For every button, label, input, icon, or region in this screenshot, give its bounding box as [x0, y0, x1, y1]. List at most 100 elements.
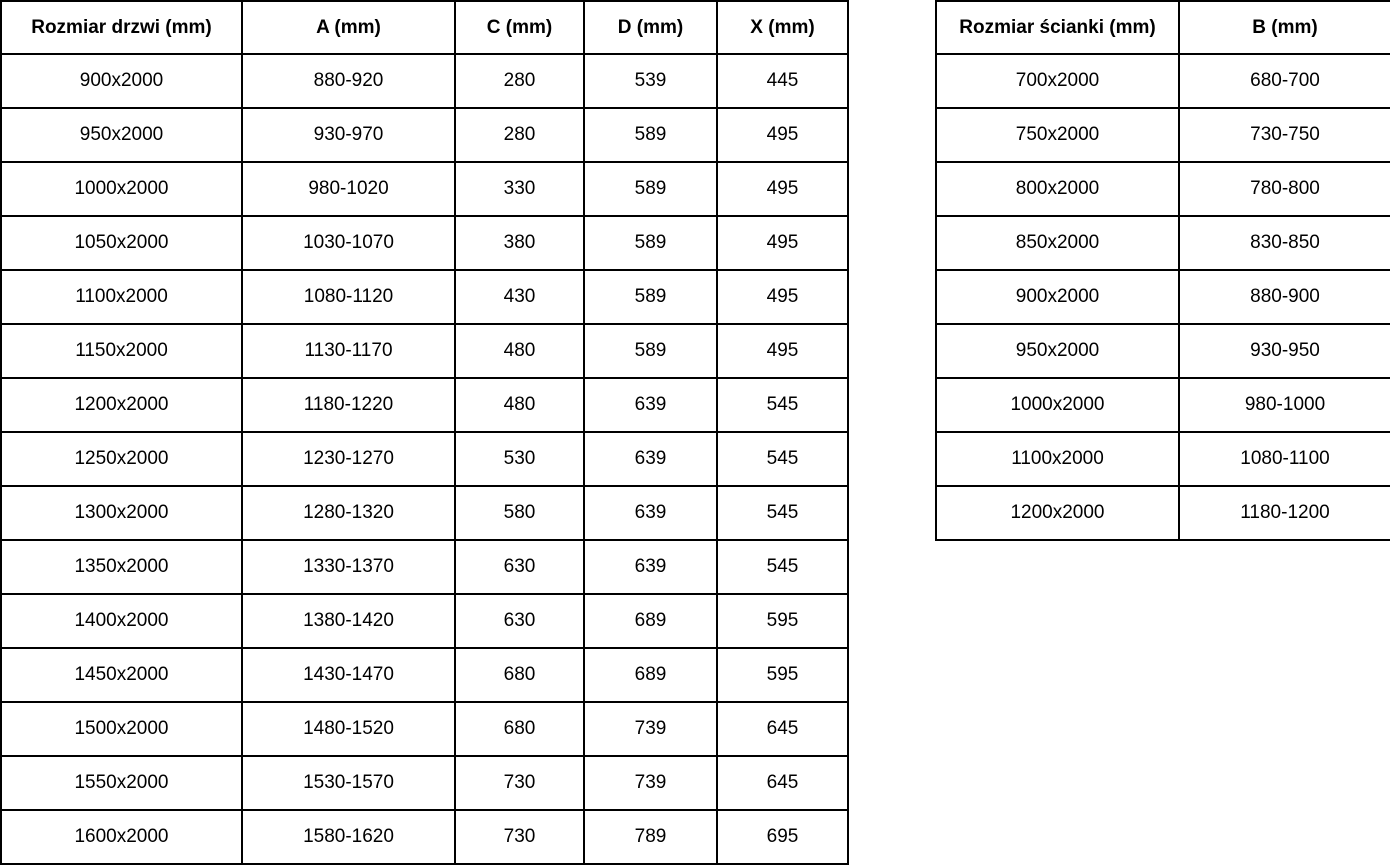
- table-cell: 589: [583, 323, 718, 379]
- table-row: 1500x2000 1480-1520 680 739 645: [0, 701, 849, 757]
- table-row: 750x2000 730-750: [935, 107, 1390, 163]
- table-cell: 1080-1120: [241, 269, 456, 325]
- table-cell: 780-800: [1178, 161, 1390, 217]
- table-cell: 639: [583, 377, 718, 433]
- table-cell: 380: [454, 215, 585, 271]
- table-cell: 1180-1200: [1178, 485, 1390, 541]
- table-cell: 930-950: [1178, 323, 1390, 379]
- table-cell: 1500x2000: [0, 701, 243, 757]
- table-cell: 900x2000: [0, 53, 243, 109]
- table-cell: 695: [716, 809, 849, 865]
- table-cell: 1180-1220: [241, 377, 456, 433]
- table-cell: 1300x2000: [0, 485, 243, 541]
- wall-sizes-table-header: Rozmiar ścianki (mm) B (mm): [935, 0, 1390, 55]
- table-cell: 1400x2000: [0, 593, 243, 649]
- table-cell: 580: [454, 485, 585, 541]
- table-cell: 530: [454, 431, 585, 487]
- table-row: 1300x2000 1280-1320 580 639 545: [0, 485, 849, 541]
- table-cell: 830-850: [1178, 215, 1390, 271]
- table-row: 1550x2000 1530-1570 730 739 645: [0, 755, 849, 811]
- table-cell: 680: [454, 701, 585, 757]
- table-cell: 1580-1620: [241, 809, 456, 865]
- table-cell: 639: [583, 431, 718, 487]
- table-cell: 700x2000: [935, 53, 1180, 109]
- table-cell: 1530-1570: [241, 755, 456, 811]
- table-cell: 950x2000: [935, 323, 1180, 379]
- table-cell: 750x2000: [935, 107, 1180, 163]
- table-row: 1100x2000 1080-1120 430 589 495: [0, 269, 849, 325]
- table-cell: 1330-1370: [241, 539, 456, 595]
- table-cell: 430: [454, 269, 585, 325]
- table-cell: 789: [583, 809, 718, 865]
- table-cell: 1550x2000: [0, 755, 243, 811]
- table-cell: 739: [583, 701, 718, 757]
- door-sizes-table-body: 900x2000 880-920 280 539 445 950x2000 930-970 2…: [0, 53, 849, 865]
- table-cell: 1000x2000: [935, 377, 1180, 433]
- table-cell: 545: [716, 431, 849, 487]
- table-row: 1000x2000 980-1020 330 589 495: [0, 161, 849, 217]
- table-row: 1450x2000 1430-1470 680 689 595: [0, 647, 849, 703]
- wall-sizes-table: Rozmiar ścianki (mm) B (mm) 700x2000 680-…: [935, 0, 1390, 541]
- table-cell: 645: [716, 701, 849, 757]
- table-cell: 680-700: [1178, 53, 1390, 109]
- table-cell: 1380-1420: [241, 593, 456, 649]
- table-cell: 930-970: [241, 107, 456, 163]
- table-cell: 900x2000: [935, 269, 1180, 325]
- table-cell: 495: [716, 161, 849, 217]
- table-cell: 1080-1100: [1178, 431, 1390, 487]
- table-cell: 630: [454, 539, 585, 595]
- table-cell: 689: [583, 593, 718, 649]
- table-row: 1000x2000 980-1000: [935, 377, 1390, 433]
- table-cell: 1000x2000: [0, 161, 243, 217]
- column-header-d: D (mm): [583, 0, 718, 55]
- table-row: 1350x2000 1330-1370 630 639 545: [0, 539, 849, 595]
- table-cell: 689: [583, 647, 718, 703]
- table-cell: 495: [716, 323, 849, 379]
- table-cell: 280: [454, 53, 585, 109]
- table-cell: 480: [454, 377, 585, 433]
- table-row: 950x2000 930-950: [935, 323, 1390, 379]
- table-cell: 330: [454, 161, 585, 217]
- column-header-rozmiar-drzwi: Rozmiar drzwi (mm): [0, 0, 243, 55]
- table-cell: 980-1000: [1178, 377, 1390, 433]
- table-cell: 595: [716, 647, 849, 703]
- column-header-x: X (mm): [716, 0, 849, 55]
- table-cell: 730: [454, 755, 585, 811]
- table-cell: 1430-1470: [241, 647, 456, 703]
- table-cell: 739: [583, 755, 718, 811]
- column-header-b: B (mm): [1178, 0, 1390, 55]
- table-cell: 1280-1320: [241, 485, 456, 541]
- table-cell: 495: [716, 269, 849, 325]
- table-cell: 1600x2000: [0, 809, 243, 865]
- table-row: 1200x2000 1180-1220 480 639 545: [0, 377, 849, 433]
- table-cell: 1230-1270: [241, 431, 456, 487]
- table-cell: 730: [454, 809, 585, 865]
- door-sizes-table-header: Rozmiar drzwi (mm) A (mm) C (mm) D (mm) …: [0, 0, 849, 55]
- table-cell: 445: [716, 53, 849, 109]
- table-row: 1150x2000 1130-1170 480 589 495: [0, 323, 849, 379]
- table-cell: 1450x2000: [0, 647, 243, 703]
- table-cell: 280: [454, 107, 585, 163]
- column-header-c: C (mm): [454, 0, 585, 55]
- table-cell: 480: [454, 323, 585, 379]
- table-cell: 1480-1520: [241, 701, 456, 757]
- table-row: 1050x2000 1030-1070 380 589 495: [0, 215, 849, 271]
- table-cell: 1100x2000: [935, 431, 1180, 487]
- table-row: 700x2000 680-700: [935, 53, 1390, 109]
- table-cell: 800x2000: [935, 161, 1180, 217]
- table-cell: 495: [716, 107, 849, 163]
- table-cell: 589: [583, 215, 718, 271]
- table-row: 1250x2000 1230-1270 530 639 545: [0, 431, 849, 487]
- table-cell: 1130-1170: [241, 323, 456, 379]
- table-row: 1200x2000 1180-1200: [935, 485, 1390, 541]
- table-cell: 589: [583, 269, 718, 325]
- table-row: 1100x2000 1080-1100: [935, 431, 1390, 487]
- table-cell: 595: [716, 593, 849, 649]
- table-cell: 950x2000: [0, 107, 243, 163]
- table-cell: 589: [583, 161, 718, 217]
- table-cell: 1030-1070: [241, 215, 456, 271]
- table-cell: 495: [716, 215, 849, 271]
- table-cell: 545: [716, 377, 849, 433]
- table-cell: 1100x2000: [0, 269, 243, 325]
